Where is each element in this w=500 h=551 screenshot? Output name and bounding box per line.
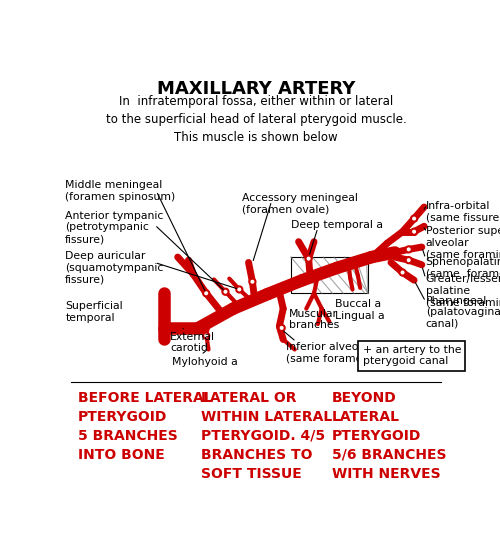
Text: Lingual a: Lingual a (335, 311, 384, 321)
Text: Superficial
temporal: Superficial temporal (66, 301, 123, 322)
Text: Sphenopalatine
(same  foramen): Sphenopalatine (same foramen) (426, 257, 500, 279)
Text: LATERAL OR
WITHIN LATERAL
PTERYGOID. 4/5
BRANCHES TO
SOFT TISSUE: LATERAL OR WITHIN LATERAL PTERYGOID. 4/5… (201, 391, 332, 481)
Text: Mylohyoid a: Mylohyoid a (172, 357, 237, 367)
Text: Accessory meningeal
(foramen ovale): Accessory meningeal (foramen ovale) (242, 193, 358, 215)
Circle shape (400, 269, 406, 276)
Text: Deep auricular
(squamotympanic
fissure): Deep auricular (squamotympanic fissure) (66, 251, 164, 284)
Text: BEYOND
LATERAL
PTERYGOID
5/6 BRANCHES
WITH NERVES: BEYOND LATERAL PTERYGOID 5/6 BRANCHES WI… (332, 391, 446, 481)
Circle shape (411, 229, 417, 235)
Text: Middle meningeal
(foramen spinosum): Middle meningeal (foramen spinosum) (66, 180, 176, 202)
Text: Anterior tympanic
(petrotympanic
fissure): Anterior tympanic (petrotympanic fissure… (66, 211, 164, 244)
Circle shape (406, 246, 412, 252)
Text: MAXILLARY ARTERY: MAXILLARY ARTERY (157, 80, 356, 98)
Text: In  infratemporal fossa, either within or lateral
to the superficial head of lat: In infratemporal fossa, either within or… (106, 95, 406, 144)
Text: Inferior alveolar
(same foramen): Inferior alveolar (same foramen) (286, 342, 373, 363)
Text: Buccal a: Buccal a (335, 299, 381, 310)
Circle shape (222, 289, 228, 295)
Circle shape (406, 257, 412, 263)
Text: + an artery to the
pterygoid canal: + an artery to the pterygoid canal (362, 345, 461, 366)
Text: Muscular
branches: Muscular branches (288, 309, 339, 330)
Text: External
carotid: External carotid (170, 332, 215, 353)
Polygon shape (291, 257, 368, 293)
Text: Pharyngeal
(palatovaginal
canal): Pharyngeal (palatovaginal canal) (426, 295, 500, 329)
Circle shape (250, 279, 256, 285)
Circle shape (278, 325, 284, 331)
Circle shape (411, 215, 417, 222)
Text: Deep temporal a: Deep temporal a (291, 220, 383, 230)
Text: Posterior superior
alveolar
(same foramina): Posterior superior alveolar (same forami… (426, 226, 500, 260)
Circle shape (203, 333, 209, 339)
Circle shape (306, 256, 312, 262)
Text: BEFORE LATERAL
PTERYGOID
5 BRANCHES
INTO BONE: BEFORE LATERAL PTERYGOID 5 BRANCHES INTO… (78, 391, 212, 462)
Text: Infra-orbital
(same fissure): Infra-orbital (same fissure) (426, 201, 500, 223)
Circle shape (236, 287, 242, 293)
Circle shape (203, 290, 209, 296)
Text: Greater/lesser
palatine
(same foramina): Greater/lesser palatine (same foramina) (426, 274, 500, 307)
